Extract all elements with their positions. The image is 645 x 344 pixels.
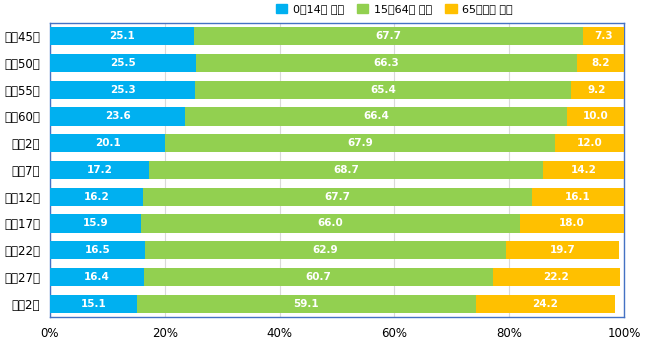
Text: 66.0: 66.0: [318, 218, 344, 228]
Bar: [50, 27, 194, 45]
Text: 60.7: 60.7: [306, 272, 332, 282]
Text: 12.0: 12.0: [577, 138, 602, 148]
Bar: [493, 268, 620, 286]
Bar: [141, 214, 521, 233]
Bar: [50, 268, 144, 286]
Bar: [583, 27, 625, 45]
Bar: [571, 80, 624, 99]
Text: 25.3: 25.3: [110, 85, 135, 95]
Bar: [50, 54, 196, 72]
Bar: [195, 80, 571, 99]
Bar: [194, 27, 583, 45]
Bar: [196, 54, 577, 72]
Bar: [567, 107, 624, 126]
Bar: [148, 161, 543, 179]
Text: 59.1: 59.1: [293, 299, 319, 309]
Bar: [50, 187, 143, 206]
Bar: [50, 214, 141, 233]
Text: 67.7: 67.7: [324, 192, 350, 202]
Text: 68.7: 68.7: [333, 165, 359, 175]
Text: 20.1: 20.1: [95, 138, 121, 148]
Bar: [143, 187, 531, 206]
Bar: [50, 107, 185, 126]
Text: 22.2: 22.2: [544, 272, 570, 282]
Text: 7.3: 7.3: [595, 31, 613, 41]
Bar: [50, 241, 144, 259]
Bar: [185, 107, 567, 126]
Text: 25.5: 25.5: [110, 58, 136, 68]
Text: 66.3: 66.3: [374, 58, 399, 68]
Text: 16.5: 16.5: [84, 245, 110, 255]
Text: 62.9: 62.9: [312, 245, 338, 255]
Bar: [531, 187, 624, 206]
Bar: [50, 161, 148, 179]
Text: 16.1: 16.1: [565, 192, 591, 202]
Text: 14.2: 14.2: [571, 165, 597, 175]
Bar: [521, 214, 624, 233]
Bar: [144, 268, 493, 286]
Text: 66.4: 66.4: [363, 111, 389, 121]
Text: 25.1: 25.1: [109, 31, 135, 41]
Text: 10.0: 10.0: [582, 111, 608, 121]
Text: 15.9: 15.9: [83, 218, 108, 228]
Text: 24.2: 24.2: [533, 299, 559, 309]
Bar: [476, 295, 615, 313]
Bar: [555, 134, 624, 152]
Text: 16.2: 16.2: [84, 192, 109, 202]
Text: 17.2: 17.2: [86, 165, 112, 175]
Bar: [50, 134, 165, 152]
Legend: 0～14歳 人口, 15～64歳 人口, 65歳以上 人口: 0～14歳 人口, 15～64歳 人口, 65歳以上 人口: [276, 4, 513, 14]
Text: 8.2: 8.2: [591, 58, 610, 68]
Text: 16.4: 16.4: [84, 272, 110, 282]
Bar: [543, 161, 625, 179]
Text: 19.7: 19.7: [550, 245, 575, 255]
Bar: [165, 134, 555, 152]
Bar: [137, 295, 476, 313]
Text: 15.1: 15.1: [81, 299, 106, 309]
Text: 65.4: 65.4: [370, 85, 396, 95]
Text: 18.0: 18.0: [559, 218, 585, 228]
Text: 67.7: 67.7: [375, 31, 401, 41]
Bar: [50, 80, 195, 99]
Text: 9.2: 9.2: [588, 85, 606, 95]
Bar: [50, 295, 137, 313]
Bar: [506, 241, 619, 259]
Text: 67.9: 67.9: [348, 138, 373, 148]
Bar: [577, 54, 624, 72]
Bar: [144, 241, 506, 259]
Text: 23.6: 23.6: [104, 111, 130, 121]
